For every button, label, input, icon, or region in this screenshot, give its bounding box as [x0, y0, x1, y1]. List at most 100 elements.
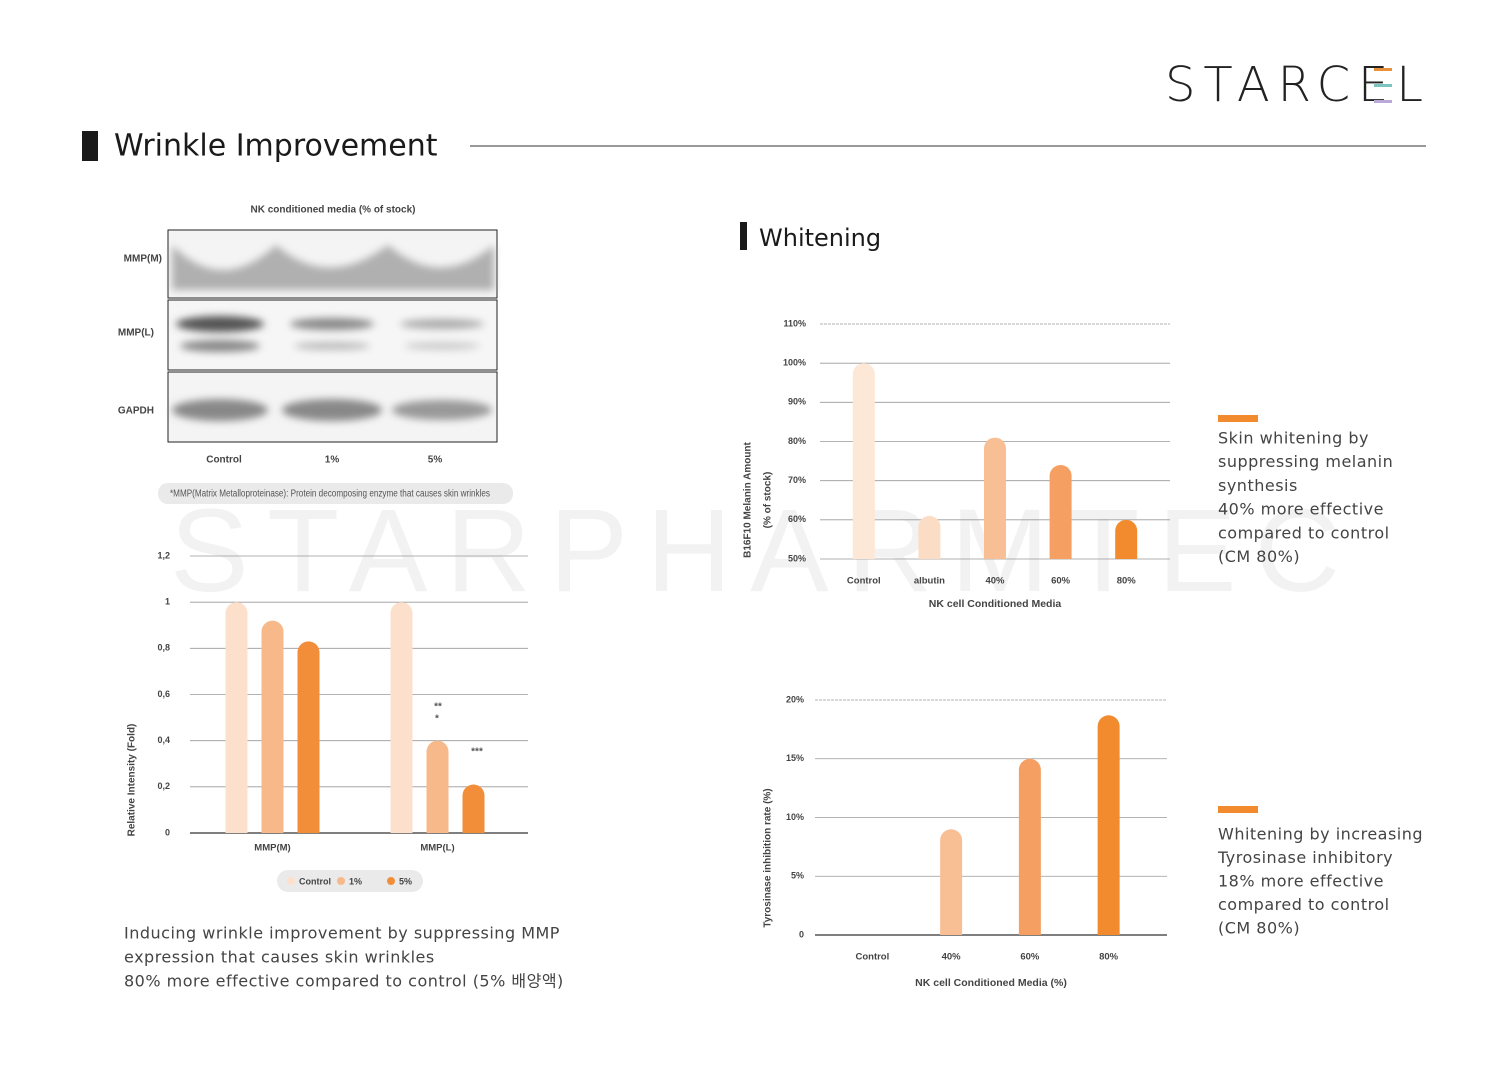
y-tick-label: 0: [165, 827, 170, 837]
chart: 0 0,2 0,4 0,6 0,8 1 1,2 MMP(M) MMP(L) Relative In…: [127, 550, 528, 892]
y-axis-label: (% of stock): [763, 472, 774, 529]
caption-line: Inducing wrinkle improvement by suppress…: [124, 924, 560, 943]
blot-title: NK conditioned media (% of stock): [250, 205, 415, 216]
x-axis-label: NK cell Conditioned Media: [929, 598, 1062, 610]
y-tick-label: 80%: [788, 436, 806, 446]
x-tick-label: Control: [855, 952, 889, 963]
significance-mark: **: [434, 702, 442, 713]
logo-accent: [1374, 100, 1392, 103]
watermark: STARPHARMTEC: [170, 485, 1340, 617]
chart: 50% 60% 70% 80% 90% 100% 110% Control albutin 40%…: [743, 318, 1170, 610]
legend-label: 5%: [399, 876, 412, 886]
legend-swatch: [387, 877, 395, 885]
y-tick-label: 10%: [786, 812, 804, 822]
logo-accent: [1374, 84, 1392, 87]
blot-lane-label: 5%: [428, 455, 443, 466]
bar: [1115, 519, 1138, 559]
x-tick-label: 80%: [1099, 952, 1119, 963]
bar: [426, 740, 449, 833]
caption-line: expression that causes skin wrinkles: [124, 948, 435, 967]
x-tick-label: 60%: [1051, 576, 1071, 587]
y-tick-label: 0,8: [157, 643, 170, 653]
y-tick-label: 15%: [786, 753, 804, 763]
blot-row-label: GAPDH: [118, 406, 154, 417]
y-tick-label: 90%: [788, 397, 806, 407]
x-tick-label: 40%: [942, 952, 962, 963]
chart: 0 5% 10% 15% 20% Control 40% 60% 80% Tyrosinase i…: [763, 694, 1167, 989]
y-tick-label: 0: [799, 929, 804, 939]
y-axis-label: B16F10 Melanin Amount: [743, 441, 754, 557]
blot-row-label: MMP(L): [118, 328, 154, 339]
significance-mark: *: [435, 714, 439, 725]
bar: [852, 363, 875, 559]
bar: [297, 641, 320, 833]
legend-swatch: [287, 877, 295, 885]
note-line: Tyrosinase inhibitory: [1217, 848, 1393, 867]
bar: [1049, 465, 1072, 559]
x-tick-label: Control: [847, 576, 881, 587]
legend-label: 1%: [349, 876, 362, 886]
blot-footnote: *MMP(Matrix Metalloproteinase): Protein …: [170, 489, 490, 500]
y-tick-label: 1,2: [157, 550, 170, 560]
note-marker: [1218, 415, 1258, 422]
note-line: compared to control: [1218, 895, 1390, 914]
blot-panel: [167, 299, 498, 371]
y-axis-label: Relative Intensity (Fold): [127, 724, 138, 837]
title-marker: [740, 222, 747, 250]
note-line: 40% more effective: [1218, 500, 1384, 519]
x-tick-label: albutin: [914, 576, 945, 587]
blot-lane-label: 1%: [325, 455, 340, 466]
bar: [390, 602, 413, 833]
blot-bands: [172, 245, 494, 421]
logo-accent: [1374, 68, 1392, 71]
y-axis-label: Tyrosinase inhibition rate (%): [763, 788, 774, 927]
bar: [261, 620, 284, 833]
bar: [1097, 715, 1120, 935]
x-tick-label: MMP(L): [420, 843, 454, 854]
note-line: Skin whitening by: [1218, 429, 1369, 448]
note-line: suppressing melanin: [1218, 452, 1393, 471]
bar: [225, 602, 248, 833]
title-marker: [82, 131, 98, 161]
x-tick-label: 80%: [1117, 576, 1137, 587]
y-tick-label: 60%: [788, 514, 806, 524]
section-title: Wrinkle Improvement: [114, 129, 438, 164]
legend-swatch: [337, 877, 345, 885]
x-tick-label: 40%: [985, 576, 1005, 587]
note-line: compared to control: [1218, 523, 1390, 542]
bar: [918, 515, 941, 559]
note-marker: [1218, 806, 1258, 813]
blot-row-label: MMP(M): [124, 254, 162, 265]
y-tick-label: 0,2: [157, 781, 170, 791]
x-axis-label: NK cell Conditioned Media (%): [915, 977, 1067, 989]
blot-lane-label: Control: [206, 455, 242, 466]
y-tick-label: 100%: [783, 358, 806, 368]
bar: [984, 437, 1006, 559]
legend-box: [277, 870, 423, 892]
y-tick-label: 0,6: [157, 689, 170, 699]
footnote-pill: [158, 483, 513, 504]
note-line: (CM 80%): [1218, 919, 1300, 938]
x-tick-label: 60%: [1020, 952, 1040, 963]
note-line: synthesis: [1218, 476, 1298, 495]
note-line: Whitening by increasing: [1218, 825, 1423, 844]
western-blot: NK conditioned media (% of stock) MMP(M)…: [118, 205, 513, 504]
y-tick-label: 20%: [786, 694, 804, 704]
y-tick-label: 110%: [783, 318, 806, 328]
significance-mark: ***: [471, 747, 483, 758]
note-line: 18% more effective: [1218, 872, 1384, 891]
y-tick-label: 50%: [788, 553, 806, 563]
bar: [1018, 758, 1041, 935]
x-tick-label: MMP(M): [254, 843, 290, 854]
whitening-title: Whitening: [759, 224, 881, 252]
y-tick-label: 0,4: [157, 735, 170, 745]
y-tick-label: 1: [165, 597, 170, 607]
y-tick-label: 70%: [788, 475, 806, 485]
caption-line: 80% more effective compared to control (…: [124, 972, 564, 991]
y-tick-label: 5%: [791, 871, 804, 881]
legend-label: Control: [299, 876, 331, 886]
bar: [462, 784, 485, 833]
note-line: (CM 80%): [1218, 547, 1300, 566]
bar: [940, 829, 963, 935]
